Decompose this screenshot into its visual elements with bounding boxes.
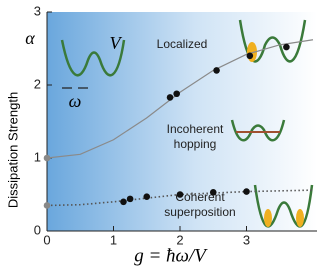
data-point bbox=[44, 155, 51, 162]
data-point bbox=[283, 44, 290, 51]
data-point bbox=[213, 67, 220, 74]
data-point bbox=[210, 189, 217, 196]
x-axis-label: g = ħω/V bbox=[134, 245, 208, 266]
chart: Localized Incoherent hopping Coherent su… bbox=[0, 0, 317, 268]
data-point bbox=[44, 202, 51, 209]
annotation: Localized bbox=[157, 37, 208, 51]
y-symbol: α bbox=[25, 28, 35, 48]
data-point bbox=[243, 188, 250, 195]
page: {"chart_data": {"type": "line", "xlabel"… bbox=[0, 0, 317, 268]
x-tick-label: 2 bbox=[176, 232, 183, 247]
annotation: Coherent bbox=[175, 190, 225, 204]
wavepacket bbox=[296, 209, 304, 227]
data-point bbox=[167, 94, 174, 101]
data-point bbox=[127, 196, 134, 203]
wavepacket bbox=[264, 209, 272, 227]
annotation: superposition bbox=[164, 205, 235, 219]
x-tick-label: 3 bbox=[243, 232, 250, 247]
y-tick-label: 3 bbox=[34, 3, 41, 18]
annotation: hopping bbox=[174, 137, 217, 151]
data-point bbox=[173, 90, 180, 97]
x-tick-label: 1 bbox=[110, 232, 117, 247]
y-axis-label: Dissipation Strength bbox=[5, 92, 20, 208]
x-tick-label: 0 bbox=[43, 232, 50, 247]
y-tick-label: 2 bbox=[34, 76, 41, 91]
y-tick-label: 0 bbox=[34, 222, 41, 237]
data-point bbox=[177, 191, 184, 198]
y-tick-label: 1 bbox=[34, 149, 41, 164]
data-point bbox=[143, 193, 150, 200]
data-point bbox=[247, 53, 254, 60]
data-point bbox=[120, 199, 127, 206]
annotation: Incoherent bbox=[167, 122, 224, 136]
annotation: ω bbox=[69, 91, 82, 111]
